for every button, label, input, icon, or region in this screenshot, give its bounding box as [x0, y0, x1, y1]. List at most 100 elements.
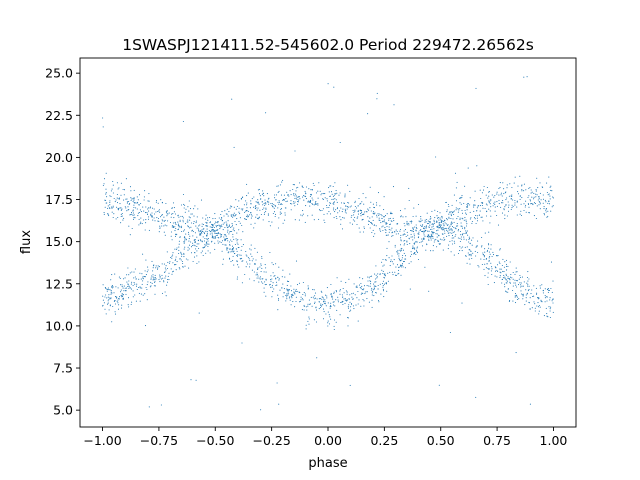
data-point	[256, 201, 258, 203]
data-point	[199, 233, 201, 235]
data-point	[392, 217, 394, 219]
data-point	[484, 263, 486, 265]
data-point	[374, 281, 376, 283]
data-point	[528, 195, 530, 197]
data-point	[183, 242, 185, 244]
data-point	[431, 226, 433, 228]
data-point	[502, 258, 504, 260]
data-point	[229, 230, 232, 233]
data-point	[128, 280, 130, 282]
data-point	[525, 204, 527, 206]
data-point	[207, 245, 209, 248]
data-point	[257, 201, 259, 203]
data-point	[286, 191, 288, 193]
data-point	[356, 285, 358, 287]
data-point	[444, 222, 446, 224]
data-point	[219, 228, 221, 230]
data-point	[262, 282, 264, 284]
data-point	[440, 219, 442, 222]
data-point	[286, 294, 288, 296]
data-point	[451, 243, 454, 245]
data-point	[194, 252, 196, 254]
data-point	[182, 266, 184, 268]
data-point	[288, 293, 290, 295]
data-point	[328, 191, 330, 193]
data-point	[255, 216, 257, 218]
data-point	[401, 249, 403, 251]
data-point	[432, 223, 434, 225]
data-point	[527, 285, 529, 287]
data-point	[457, 215, 459, 218]
data-point	[397, 273, 399, 275]
data-point	[241, 260, 243, 262]
data-point	[176, 261, 178, 263]
data-point	[427, 235, 430, 237]
data-point	[338, 210, 341, 212]
data-point	[163, 225, 165, 227]
data-point	[127, 206, 129, 208]
data-point	[383, 283, 385, 285]
data-point	[549, 310, 551, 312]
data-point	[150, 278, 152, 280]
data-point	[273, 288, 275, 290]
data-point	[302, 281, 304, 284]
data-point	[298, 301, 301, 303]
data-point	[313, 184, 315, 187]
data-point	[192, 230, 194, 233]
data-point	[359, 277, 361, 279]
data-point	[117, 308, 120, 310]
data-point	[427, 230, 429, 232]
data-point	[347, 307, 350, 309]
data-point	[474, 204, 476, 206]
data-point	[429, 228, 432, 230]
data-point	[275, 284, 277, 287]
data-point	[201, 229, 203, 231]
data-point	[217, 221, 219, 223]
data-point	[154, 274, 156, 276]
data-point	[315, 309, 318, 311]
data-point	[362, 278, 364, 280]
data-point	[137, 212, 139, 214]
data-point	[447, 203, 449, 206]
data-point	[416, 227, 418, 229]
data-point	[130, 283, 132, 285]
data-point	[335, 291, 338, 293]
data-point	[357, 205, 359, 207]
data-point	[384, 227, 386, 229]
data-point	[343, 202, 345, 204]
data-point	[161, 225, 163, 227]
data-point	[272, 282, 274, 284]
data-point	[233, 212, 235, 214]
data-point	[111, 321, 113, 323]
data-point	[367, 276, 369, 278]
data-point	[231, 240, 233, 242]
data-point	[398, 259, 401, 261]
data-point	[477, 251, 479, 254]
data-point	[232, 260, 234, 262]
data-point	[516, 271, 518, 273]
data-point	[386, 213, 388, 215]
data-point	[108, 294, 110, 296]
data-point	[327, 83, 329, 85]
data-point	[544, 294, 546, 297]
data-point	[516, 280, 518, 282]
data-point	[446, 209, 448, 211]
data-point	[250, 244, 252, 246]
data-point	[395, 266, 397, 268]
data-point	[547, 215, 549, 217]
data-point	[505, 204, 507, 206]
data-point	[129, 214, 131, 216]
data-point	[382, 280, 384, 282]
data-point	[135, 285, 138, 287]
data-point	[154, 220, 156, 222]
data-point	[438, 240, 440, 242]
data-point	[552, 196, 554, 198]
data-point	[527, 203, 530, 206]
data-point	[161, 274, 163, 276]
data-point	[182, 215, 184, 217]
data-point	[378, 213, 380, 215]
x-tick-label: −1.00	[83, 433, 121, 448]
data-point	[441, 217, 443, 219]
data-point	[451, 237, 453, 239]
data-point	[465, 230, 467, 232]
